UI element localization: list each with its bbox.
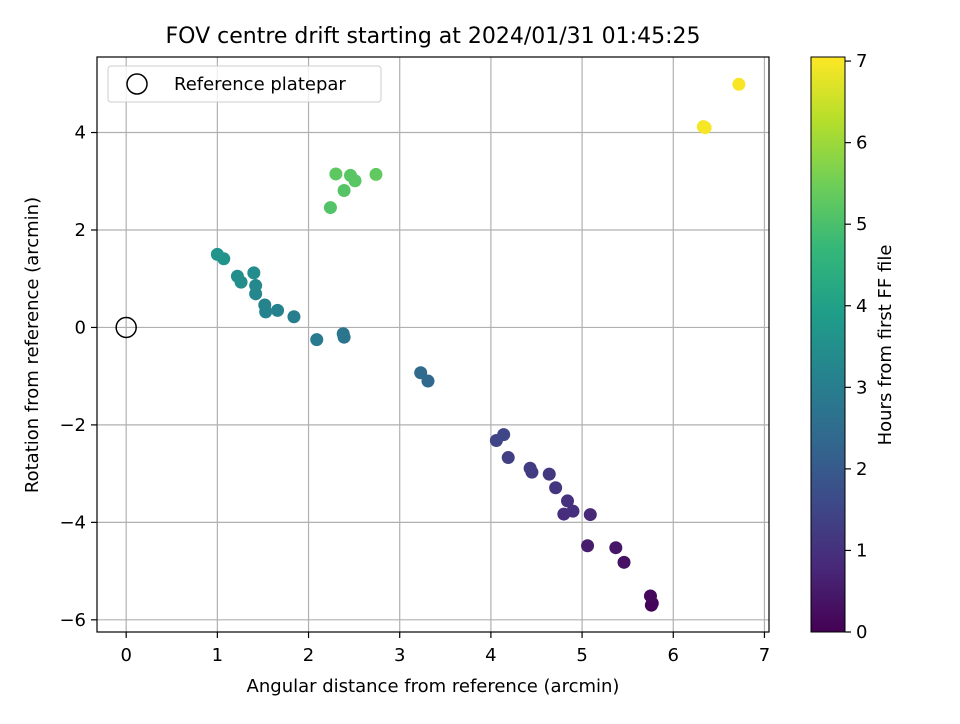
data-point (609, 541, 623, 555)
data-point (583, 508, 597, 522)
data-point (523, 461, 537, 475)
data-point (323, 201, 337, 215)
data-point (336, 327, 350, 341)
data-point (210, 247, 224, 261)
data-point (343, 168, 357, 182)
y-tick-label: −2 (59, 415, 86, 436)
reference-marker-layer (115, 316, 137, 339)
colorbar-label: Hours from first FF file (875, 245, 896, 446)
data-point (329, 167, 343, 181)
data-point (542, 467, 556, 481)
legend: Reference platepar (107, 65, 382, 103)
data-point (337, 184, 351, 198)
data-point (247, 266, 261, 280)
data-point (643, 589, 657, 603)
grid-lines (97, 57, 769, 632)
colorbar-tick-label: 4 (856, 296, 867, 317)
y-tick-label: 4 (75, 123, 86, 144)
data-point (258, 298, 272, 312)
data-point (369, 167, 383, 181)
data-point (501, 451, 515, 465)
colorbar-frame (810, 56, 846, 633)
colorbar-tick-label: 0 (856, 622, 867, 643)
data-point (249, 279, 263, 293)
colorbar-tick-label: 5 (856, 214, 867, 235)
colorbar-tick-label: 3 (856, 377, 867, 398)
colorbar-ticks: 0 1 2 3 4 5 6 7 (845, 51, 867, 643)
data-point (414, 366, 428, 380)
colorbar-tick-label: 7 (856, 51, 867, 72)
data-point (732, 77, 746, 91)
data-point (271, 303, 285, 317)
data-point (287, 310, 301, 324)
x-tick-label: 1 (212, 645, 223, 666)
data-point (560, 494, 574, 508)
x-tick-label: 4 (485, 645, 496, 666)
x-tick-label: 7 (759, 645, 770, 666)
y-tick-label: 2 (75, 220, 86, 241)
data-point (581, 539, 595, 553)
data-point (230, 269, 244, 283)
data-point (549, 481, 563, 495)
legend-entry-reference: Reference platepar (174, 74, 346, 95)
x-tick-label: 6 (668, 645, 679, 666)
plot-frame (96, 56, 770, 633)
colorbar-tick-label: 6 (856, 133, 867, 154)
data-point (310, 333, 324, 347)
y-tick-label: −4 (59, 512, 86, 533)
x-tick-label: 2 (303, 645, 314, 666)
x-tick-label: 0 (120, 645, 131, 666)
y-tick-label: 0 (75, 317, 86, 338)
x-tick-label: 3 (394, 645, 405, 666)
chart-title: FOV centre drift starting at 2024/01/31 … (166, 24, 701, 49)
colorbar-tick-label: 2 (856, 459, 867, 480)
data-points (210, 77, 746, 612)
y-axis-label: Rotation from reference (arcmin) (22, 197, 43, 493)
data-point (566, 504, 580, 518)
legend-box (107, 65, 382, 103)
colorbar-tick-label: 1 (856, 540, 867, 561)
y-tick-label: −6 (59, 610, 86, 631)
legend-open-circle-icon (126, 73, 148, 95)
colorbar-gradient (811, 57, 845, 632)
reference-point-marker (115, 316, 137, 339)
data-point (698, 121, 712, 135)
data-point (617, 555, 631, 569)
x-tick-label: 5 (576, 645, 587, 666)
axis-ticks: 0 1 2 3 4 5 6 7 −6 −4 −2 0 2 4 (59, 123, 770, 666)
x-axis-label: Angular distance from reference (arcmin) (247, 676, 620, 697)
data-point (497, 428, 511, 442)
